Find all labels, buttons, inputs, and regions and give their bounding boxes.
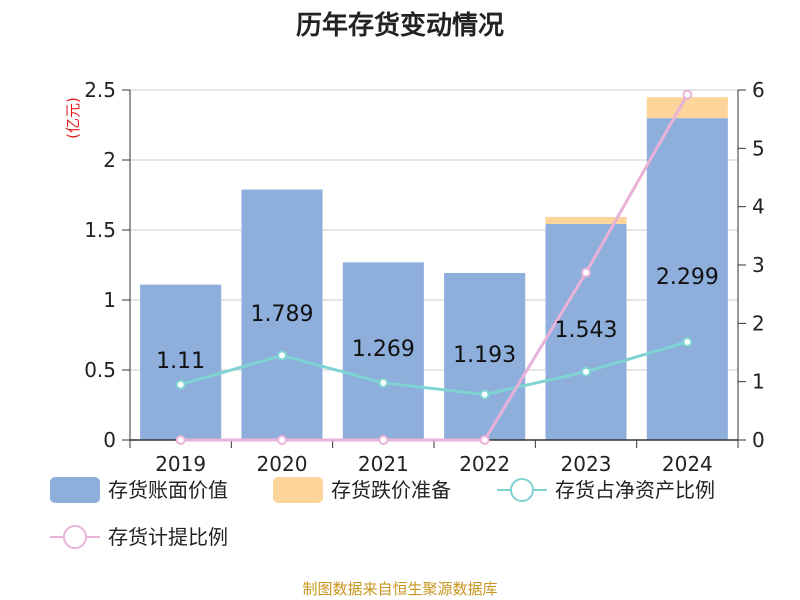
provision-ratio-line [180, 93, 689, 442]
x-tick-label: 2020 [257, 452, 308, 476]
left-tick-label: 2 [103, 148, 116, 172]
source-note: 制图数据来自恒生聚源数据库 [302, 580, 497, 598]
left-tick-label: 1.5 [84, 218, 116, 242]
provision-ratio-point [175, 435, 186, 445]
legend-label: 存货占净资产比例 [555, 478, 715, 502]
ratio-net-assets-point [682, 337, 693, 347]
legend-label: 存货跌价准备 [331, 478, 451, 502]
bar-provision [646, 97, 728, 119]
bars [140, 97, 728, 440]
bar-book-value [241, 189, 323, 440]
ratio-net-assets-point [479, 389, 490, 400]
left-tick-label: 0 [103, 428, 116, 452]
chart-title: 历年存货变动情况 [296, 10, 504, 41]
bar-provision [545, 216, 627, 224]
bar-data-label: 1.789 [251, 302, 314, 327]
provision-ratio-point [277, 435, 287, 445]
ratio-net-assets-line [180, 340, 688, 397]
bar-book-value [140, 284, 222, 440]
ratio-net-assets-point [378, 377, 389, 388]
ratio-net-assets-point [175, 379, 186, 390]
provision-ratio-point [581, 267, 591, 278]
data-labels: 1.11 1.789 1.269 1.193 1.543 2.299 [156, 265, 719, 374]
right-tick-label: 6 [752, 78, 765, 102]
left-tick-label: 0.5 [84, 358, 116, 382]
left-tick-label: 2.5 [84, 78, 116, 102]
provision-ratio-point [378, 435, 389, 445]
ratio-net-assets-point [277, 350, 287, 361]
x-tick-label: 2019 [155, 452, 206, 476]
right-tick-label: 2 [752, 311, 765, 335]
legend-swatch [50, 477, 100, 503]
bar-book-value [646, 118, 728, 440]
bar-data-label: 1.193 [453, 343, 516, 368]
axes: 0 0.5 1 1.5 2 2.5 0 1 2 3 4 5 6 2019 2020 2021 2022 2023 2… [84, 78, 765, 476]
bar-data-label: 1.269 [352, 337, 415, 362]
bar-book-value [342, 262, 424, 440]
x-tick-label: 2021 [358, 452, 409, 476]
right-tick-label: 3 [752, 253, 765, 277]
x-tick-label: 2024 [662, 452, 713, 476]
right-tick-label: 0 [752, 428, 765, 452]
bar-data-label: 2.299 [656, 265, 719, 290]
legend-swatch [273, 477, 323, 503]
ratio-net-assets-point [581, 366, 591, 377]
left-axis-unit: (亿元) [64, 97, 82, 139]
bar-data-label: 1.11 [156, 349, 205, 374]
legend-label: 存货账面价值 [108, 478, 228, 502]
grid-lines [130, 89, 738, 371]
provision-ratio-point [682, 89, 693, 100]
legend-marker [63, 525, 87, 549]
legend-label: 存货计提比例 [108, 525, 228, 549]
right-tick-label: 5 [752, 136, 765, 160]
right-tick-label: 4 [752, 195, 765, 219]
right-tick-label: 1 [752, 370, 765, 394]
provision-ratio-point [479, 435, 490, 445]
x-tick-label: 2022 [459, 452, 510, 476]
bar-book-value [545, 223, 627, 440]
legend-marker [510, 478, 534, 502]
lines [175, 89, 693, 445]
left-tick-label: 1 [103, 288, 116, 312]
x-tick-label: 2023 [561, 452, 612, 476]
bar-book-value [444, 272, 526, 440]
bar-data-label: 1.543 [555, 318, 618, 343]
